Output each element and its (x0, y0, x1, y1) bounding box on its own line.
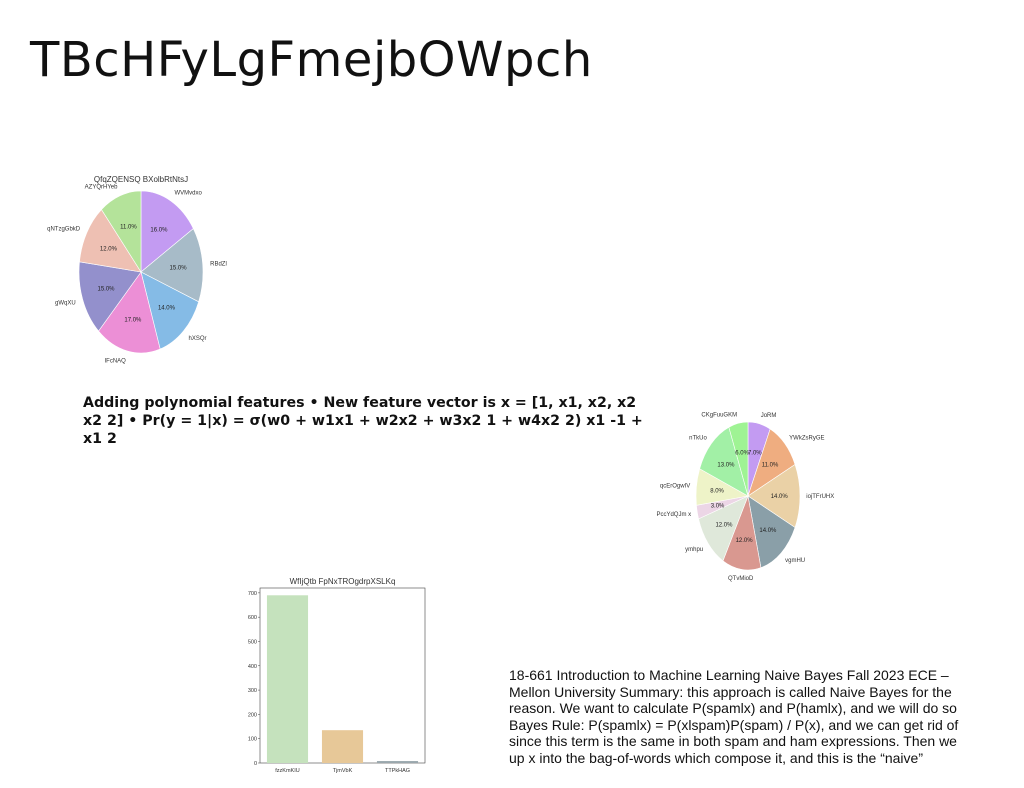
summary-line: since this term is the same in both spam… (509, 733, 957, 750)
pie-chart-1-svg: QfqZQENSQ BXolbRtNtsJ WVMvdxo 16.0% RBdZl 15… (47, 175, 227, 365)
y-tick-label: 200 (248, 712, 257, 718)
pie-slice (699, 426, 749, 497)
pie-slice-label: iojTFrUHX (806, 494, 834, 500)
pie-slice-label: AZYQrHYeb (85, 185, 118, 191)
summary-line: 18-661 Introduction to Machine Learning … (509, 667, 949, 683)
bar-chart: WfIjQtb FpNxTROgdrpXSLKq 0 100 200 300 400 500… (240, 574, 440, 780)
pie-slice (98, 271, 161, 354)
pie-pct-label: 13.0% (717, 463, 735, 469)
pie-slice-label: vgmHU (785, 558, 805, 564)
pie-chart-2-svg: JoRM 7.0% YWkZsRyGE 11.0% iojTFrUHX 14.0% vgmH… (656, 413, 834, 583)
pie-pct-label: 6.0% (735, 450, 749, 456)
x-tick-label: fzzKmKIU (275, 768, 299, 774)
pie-slice (101, 190, 142, 274)
polynomial-features-text: Adding polynomial features • New feature… (83, 395, 643, 447)
pie-slice-label: PccYdQJm x (656, 512, 691, 518)
summary-line: Bayes Rule: P(spamlx) = P(xlspam)P(spam)… (509, 716, 959, 733)
pie-pct-label: 17.0% (124, 317, 142, 323)
pie-pct-label: 11.0% (762, 463, 779, 469)
y-tick-label: 0 (254, 761, 257, 767)
pie-pct-label: 12.0% (100, 247, 118, 253)
pie-pct-label: 15.0% (170, 265, 188, 271)
pie-slice (78, 261, 142, 332)
slide-title: TBcHFyLgFmejbOWpch (30, 32, 593, 88)
pie-pct-label: 7.0% (748, 451, 762, 457)
pie-pct-label: 3.0% (711, 504, 725, 510)
pie-chart-2: JoRM 7.0% YWkZsRyGE 11.0% iojTFrUHX 14.0% vgmH… (640, 405, 860, 585)
pie-slice-label: qcErOgwIV (660, 484, 690, 490)
pie-pct-label: 12.0% (715, 522, 733, 528)
y-tick-label: 300 (248, 688, 257, 694)
summary-line: up x into the bag-of-words which compose… (509, 749, 923, 766)
bar (321, 730, 364, 763)
bar-title: WfIjQtb FpNxTROgdrpXSLKq (290, 577, 396, 586)
pie-slice-label: QTvMioD (728, 576, 754, 582)
pie-pct-label: 15.0% (97, 286, 115, 292)
pie-title: QfqZQENSQ BXolbRtNtsJ (94, 175, 188, 184)
y-tick-label: 500 (248, 639, 257, 645)
pie-pct-label: 14.0% (771, 494, 789, 500)
pie-slice-label: nTkUo (689, 435, 707, 441)
pie-pct-label: 16.0% (150, 227, 168, 233)
bar (376, 761, 419, 763)
y-tick-label: 400 (248, 664, 257, 670)
pie-slice (140, 190, 194, 273)
pie-slice (747, 495, 796, 569)
pie-slice (747, 464, 801, 528)
summary-line: Mellon University Summary: this approach… (509, 683, 952, 700)
pie-slice-label: JoRM (761, 413, 777, 419)
pie-pct-label: 8.0% (710, 488, 724, 494)
pie-pct-label: 14.0% (759, 528, 777, 534)
pie-slice-label: CKgFuuGKM (701, 413, 737, 419)
pie-pct-label: 12.0% (736, 538, 754, 544)
y-tick-label: 700 (248, 591, 257, 597)
summary-text: 18-661 Introduction to Machine Learning … (509, 667, 1024, 767)
pie-slice-label: qNTzgGbkD (47, 226, 81, 232)
x-tick-label: TjmVbK (333, 768, 353, 774)
pie-slice (728, 421, 749, 497)
summary-line: reason. We want to calculate P(spamlx) a… (509, 700, 957, 717)
pie-slice-label: YWkZsRyGE (789, 435, 824, 441)
pie-pct-label: 11.0% (120, 224, 137, 230)
pie-pct-label: 14.0% (158, 305, 176, 311)
pie-slice (79, 209, 142, 273)
pie-slice-label: gWqXU (55, 301, 76, 307)
pie-chart-1: QfqZQENSQ BXolbRtNtsJ WVMvdxo 16.0% RBdZl 15… (30, 168, 230, 368)
bar-chart-svg: WfIjQtb FpNxTROgdrpXSLKq 0 100 200 300 400 500… (248, 577, 426, 774)
pie-slice-label: hXSQr (189, 336, 207, 342)
bar (266, 595, 309, 763)
pie-slice-label: IFcNAQ (105, 359, 127, 365)
y-tick-label: 100 (248, 737, 257, 743)
pie-slice (140, 228, 204, 303)
y-tick-label: 600 (248, 615, 257, 621)
x-tick-label: TTPkHAG (385, 768, 410, 774)
pie-slice-label: ymhpu (685, 547, 703, 553)
pie-slice-label: WVMvdxo (174, 191, 202, 197)
pie-slice-label: RBdZl (210, 261, 227, 267)
